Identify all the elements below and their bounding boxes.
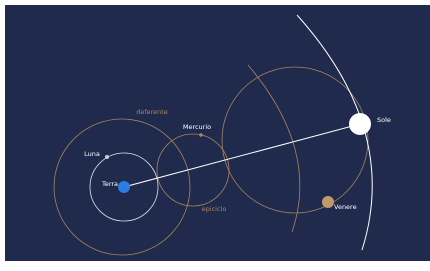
moon-label: Luna [84,150,100,158]
page: {"labels": {"deferente": "deferente", "m… [0,0,430,271]
sun [349,113,371,135]
venus-label: Venere [334,203,357,211]
sun-label: Sole [377,116,391,124]
earth [118,181,130,193]
epicycle-label: epiciclo [202,205,227,213]
mercury-label: Mercurio [183,123,211,131]
diagram: deferente Mercurio Luna Terra epiciclo S… [0,0,430,271]
earth-label: Terra [101,180,118,188]
mercury [199,133,203,137]
venus [322,196,334,208]
moon [105,155,109,159]
deferent-label: deferente [136,108,168,116]
